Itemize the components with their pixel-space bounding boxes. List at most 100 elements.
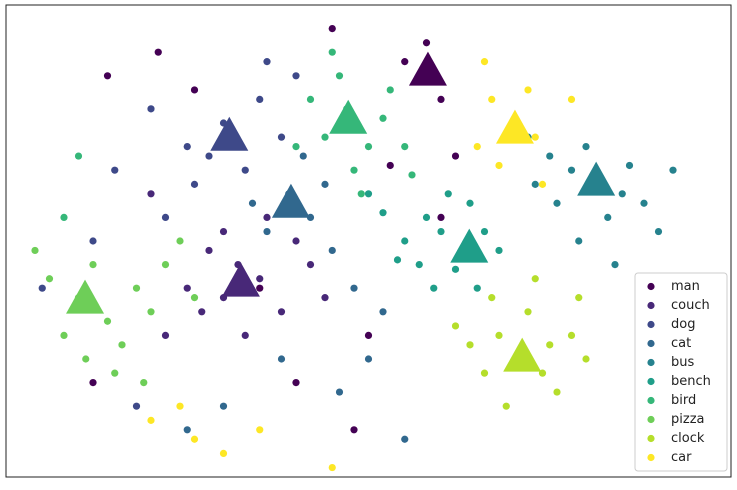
point [263, 227, 271, 236]
point [161, 261, 170, 269]
point [292, 143, 300, 151]
legend-label: bus [671, 355, 694, 370]
point [328, 246, 336, 255]
legend-swatch [647, 453, 655, 462]
point [219, 227, 228, 236]
point [379, 209, 387, 217]
point [669, 166, 677, 174]
point [495, 331, 503, 339]
point [582, 143, 590, 151]
centroid-marker [577, 161, 616, 196]
point [248, 199, 257, 207]
point [205, 246, 213, 255]
point [350, 284, 358, 292]
point [422, 39, 431, 47]
legend-swatch [647, 339, 655, 348]
point [357, 190, 365, 198]
point [625, 161, 634, 170]
point [379, 114, 387, 122]
point [263, 213, 271, 221]
point [256, 426, 264, 434]
point [654, 227, 663, 236]
point [422, 213, 431, 221]
point [241, 331, 249, 339]
legend-label: bench [671, 374, 711, 389]
point [531, 180, 539, 188]
point [89, 379, 97, 387]
point [480, 227, 489, 236]
centroid-marker [271, 183, 310, 218]
legend: man couch dog cat bus bench bird pizza clock car [634, 272, 728, 472]
point [582, 355, 590, 363]
point [350, 166, 358, 174]
point [241, 166, 249, 174]
point [364, 143, 373, 151]
point [321, 133, 329, 141]
point [640, 199, 648, 207]
point [502, 402, 510, 410]
point [611, 261, 619, 269]
point [401, 143, 409, 151]
point [451, 265, 460, 273]
point [60, 213, 68, 221]
point [495, 161, 503, 170]
point [198, 308, 206, 316]
point [524, 86, 532, 94]
point [604, 213, 612, 221]
point [393, 256, 402, 264]
point [350, 426, 358, 434]
legend-swatch [647, 301, 655, 310]
point [256, 275, 264, 283]
point [524, 308, 532, 316]
point [111, 369, 119, 377]
legend-label: clock [671, 431, 705, 446]
point [256, 95, 264, 103]
legend-swatch [647, 282, 655, 291]
point [401, 435, 409, 443]
legend-swatch [647, 396, 655, 405]
centroids [66, 51, 616, 372]
legend-box [634, 272, 728, 472]
point [473, 143, 481, 151]
point [321, 180, 329, 188]
centroid-marker [450, 228, 489, 263]
point [306, 95, 315, 103]
point [147, 190, 155, 198]
point [546, 341, 554, 349]
legend-swatch [647, 358, 655, 367]
legend-label: pizza [671, 412, 704, 427]
point [82, 355, 90, 363]
point [567, 166, 576, 174]
point [183, 426, 191, 434]
point [567, 331, 576, 339]
legend-swatch [647, 434, 655, 443]
point [575, 237, 583, 245]
legend-swatch [647, 320, 655, 329]
point [111, 166, 119, 174]
point [538, 180, 547, 188]
legend-label: man [671, 279, 700, 294]
point [328, 48, 336, 56]
point [495, 246, 503, 255]
point [444, 190, 452, 198]
point [89, 261, 97, 269]
legend-label: car [671, 450, 692, 465]
point [328, 463, 336, 472]
point [386, 161, 394, 170]
point [38, 284, 46, 292]
point [299, 152, 307, 160]
point [292, 72, 300, 80]
point [473, 284, 481, 292]
point [118, 341, 126, 349]
point [256, 284, 264, 292]
point [147, 105, 155, 113]
point [364, 355, 373, 363]
point [306, 261, 315, 269]
point [263, 58, 271, 66]
point [553, 388, 561, 396]
point [60, 331, 68, 339]
point [74, 152, 83, 160]
point [531, 133, 539, 141]
points [31, 25, 677, 472]
point [546, 152, 554, 160]
